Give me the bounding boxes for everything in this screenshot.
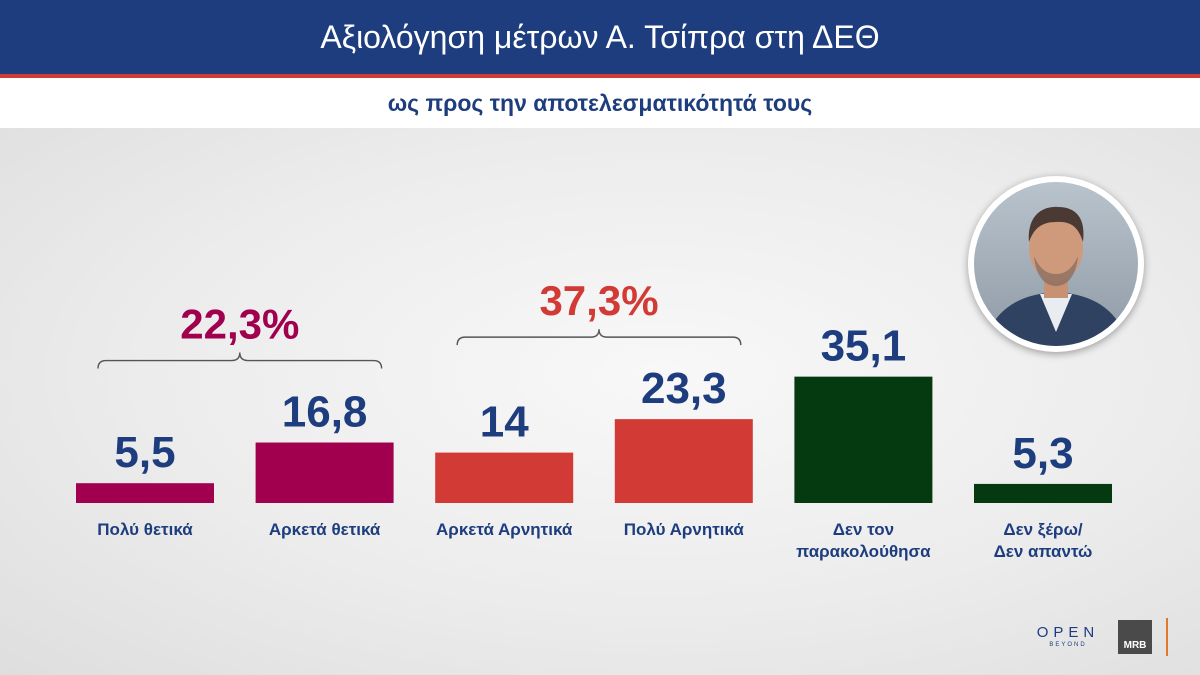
bar-6 <box>974 483 1112 503</box>
chart-subtitle: ως προς την αποτελεσματικότητά τους <box>387 89 813 116</box>
logo-divider <box>1166 618 1168 656</box>
bar-chart: 5,5 Πολύ θετικά 16,8 Αρκετά θετικά 14 Αρκετά … <box>76 277 1112 561</box>
group-total-label-2: 37,3% <box>539 277 658 324</box>
chart-title: Αξιολόγηση μέτρων Α. Τσίπρα στη ΔΕΘ <box>320 18 880 55</box>
open-logo-text: OPEN <box>1036 624 1100 641</box>
mrb-logo-text: MRB <box>1123 640 1147 651</box>
bar-1 <box>76 483 214 503</box>
chart-area: 5,5 Πολύ θετικά 16,8 Αρκετά θετικά 14 Αρκετά … <box>0 128 1200 675</box>
open-beyond-logo: OPEN BEYOND <box>1030 624 1106 648</box>
bar-4 <box>614 419 753 503</box>
beyond-logo-text: BEYOND <box>1049 642 1087 648</box>
group-bracket-1 <box>97 352 383 369</box>
value-label-6: 5,3 <box>1012 429 1073 478</box>
category-label-1: Πολύ θετικά <box>97 520 193 539</box>
mrb-logo: MRB <box>1118 620 1152 654</box>
category-label-5: Δεν τον παρακολούθησα <box>796 520 931 561</box>
value-label-2: 16,8 <box>282 388 368 437</box>
category-label-3: Αρκετά Αρνητικά <box>436 520 573 539</box>
bar-5 <box>794 376 933 503</box>
value-label-3: 14 <box>480 398 529 447</box>
group-total-label-1: 22,3% <box>180 301 299 348</box>
category-label-2: Αρκετά θετικά <box>269 520 381 539</box>
value-label-1: 5,5 <box>114 428 175 477</box>
group-bracket-2 <box>456 329 742 346</box>
subheader-bar: ως προς την αποτελεσματικότητά τους <box>0 78 1200 128</box>
category-label-6: Δεν ξέρω/Δεν απαντώ <box>994 520 1093 561</box>
bar-2 <box>255 442 394 503</box>
value-label-4: 23,3 <box>641 364 727 413</box>
header-bar: Αξιολόγηση μέτρων Α. Τσίπρα στη ΔΕΘ <box>0 0 1200 78</box>
bar-3 <box>435 452 574 503</box>
value-label-5: 35,1 <box>821 322 907 371</box>
person-portrait-icon <box>968 176 1144 352</box>
category-label-4: Πολύ Αρνητικά <box>624 520 745 539</box>
